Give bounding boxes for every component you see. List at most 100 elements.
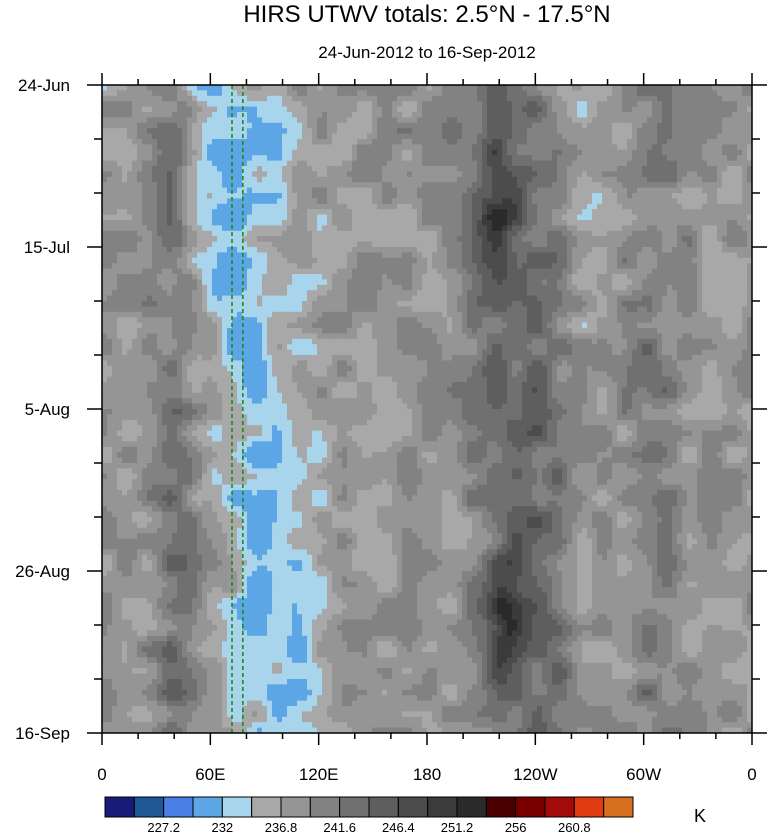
heatmap-cell	[567, 236, 573, 243]
heatmap-cell	[247, 279, 253, 286]
heatmap-cell	[112, 128, 118, 135]
heatmap-cell	[677, 122, 683, 129]
heatmap-cell	[342, 252, 348, 259]
heatmap-cell	[597, 209, 603, 216]
heatmap-cell	[367, 160, 373, 167]
heatmap-cell	[212, 90, 218, 97]
heatmap-cell	[697, 106, 703, 113]
chart-title: HIRS UTWV totals: 2.5°N - 17.5°N	[243, 1, 610, 28]
heatmap-cell	[587, 203, 593, 210]
heatmap-cell	[222, 166, 228, 172]
heatmap-cell	[597, 187, 603, 194]
heatmap-cell	[217, 166, 223, 172]
heatmap-cell	[672, 193, 678, 199]
heatmap-cell	[702, 182, 708, 189]
heatmap-cell	[102, 252, 108, 259]
heatmap-cell	[207, 85, 213, 91]
heatmap-cell	[337, 284, 343, 291]
heatmap-cell	[747, 279, 752, 286]
heatmap-cell	[552, 193, 558, 199]
heatmap-cell	[677, 112, 683, 118]
heatmap-cell	[392, 209, 398, 216]
heatmap-cell	[257, 252, 263, 259]
heatmap-cell	[197, 112, 203, 118]
heatmap-cell	[212, 160, 218, 167]
heatmap-cell	[737, 101, 743, 108]
heatmap-cell	[172, 133, 178, 140]
heatmap-cell	[267, 257, 273, 264]
heatmap-cell	[262, 128, 268, 135]
heatmap-cell	[357, 101, 363, 108]
heatmap-cell	[367, 117, 373, 124]
heatmap-cell	[302, 230, 308, 237]
heatmap-cell	[607, 117, 613, 124]
heatmap-cell	[437, 247, 443, 253]
heatmap-cell	[632, 160, 638, 167]
heatmap-cell	[132, 268, 138, 275]
heatmap-cell	[262, 144, 268, 151]
heatmap-cell	[357, 279, 363, 286]
heatmap-cell	[487, 171, 493, 178]
heatmap-cell	[712, 171, 718, 178]
heatmap-cell	[122, 101, 128, 108]
heatmap-cell	[547, 166, 553, 172]
heatmap-cell	[437, 220, 443, 226]
heatmap-cell	[112, 166, 118, 172]
heatmap-cell	[507, 106, 513, 113]
heatmap-cell	[612, 85, 618, 91]
heatmap-cell	[477, 257, 483, 264]
heatmap-cell	[157, 106, 163, 113]
heatmap-cell	[367, 193, 373, 199]
heatmap-cell	[582, 252, 588, 259]
heatmap-cell	[217, 209, 223, 216]
heatmap-cell	[717, 279, 723, 286]
heatmap-cell	[147, 290, 153, 297]
heatmap-cell	[487, 220, 493, 226]
heatmap-cell	[292, 160, 298, 167]
heatmap-cell	[457, 230, 463, 237]
heatmap-cell	[162, 203, 168, 210]
heatmap-cell	[447, 106, 453, 113]
heatmap-cell	[437, 193, 443, 199]
heatmap-cell	[617, 101, 623, 108]
heatmap-cell	[117, 171, 123, 178]
heatmap-cell	[617, 187, 623, 194]
heatmap-cell	[592, 155, 598, 162]
heatmap-cell	[107, 182, 113, 189]
heatmap-cell	[542, 203, 548, 210]
heatmap-cell	[587, 182, 593, 189]
heatmap-cell	[637, 236, 643, 243]
heatmap-cell	[477, 90, 483, 97]
heatmap-cell	[382, 193, 388, 199]
heatmap-cell	[172, 95, 178, 102]
heatmap-cell	[172, 263, 178, 270]
heatmap-cell	[577, 117, 583, 124]
heatmap-cell	[307, 203, 313, 210]
heatmap-cell	[677, 257, 683, 264]
heatmap-cell	[442, 166, 448, 172]
heatmap-cell	[277, 252, 283, 259]
heatmap-cell	[467, 166, 473, 172]
heatmap-cell	[407, 128, 413, 135]
heatmap-cell	[417, 101, 423, 108]
heatmap-cell	[467, 230, 473, 237]
heatmap-cell	[192, 90, 198, 97]
heatmap-cell	[412, 139, 418, 145]
heatmap-cell	[492, 203, 498, 210]
heatmap-cell	[747, 139, 752, 145]
heatmap-cell	[372, 139, 378, 145]
heatmap-cell	[367, 279, 373, 286]
heatmap-cell	[137, 144, 143, 151]
heatmap-cell	[512, 284, 518, 291]
heatmap-cell	[262, 182, 268, 189]
heatmap-cell	[227, 166, 233, 172]
heatmap-cell	[447, 193, 453, 199]
heatmap-cell	[537, 203, 543, 210]
heatmap-cell	[187, 155, 193, 162]
heatmap-cell	[242, 252, 248, 259]
heatmap-cell	[737, 171, 743, 178]
heatmap-cell	[302, 209, 308, 216]
heatmap-cell	[612, 128, 618, 135]
heatmap-cell	[392, 230, 398, 237]
heatmap-cell	[692, 112, 698, 118]
